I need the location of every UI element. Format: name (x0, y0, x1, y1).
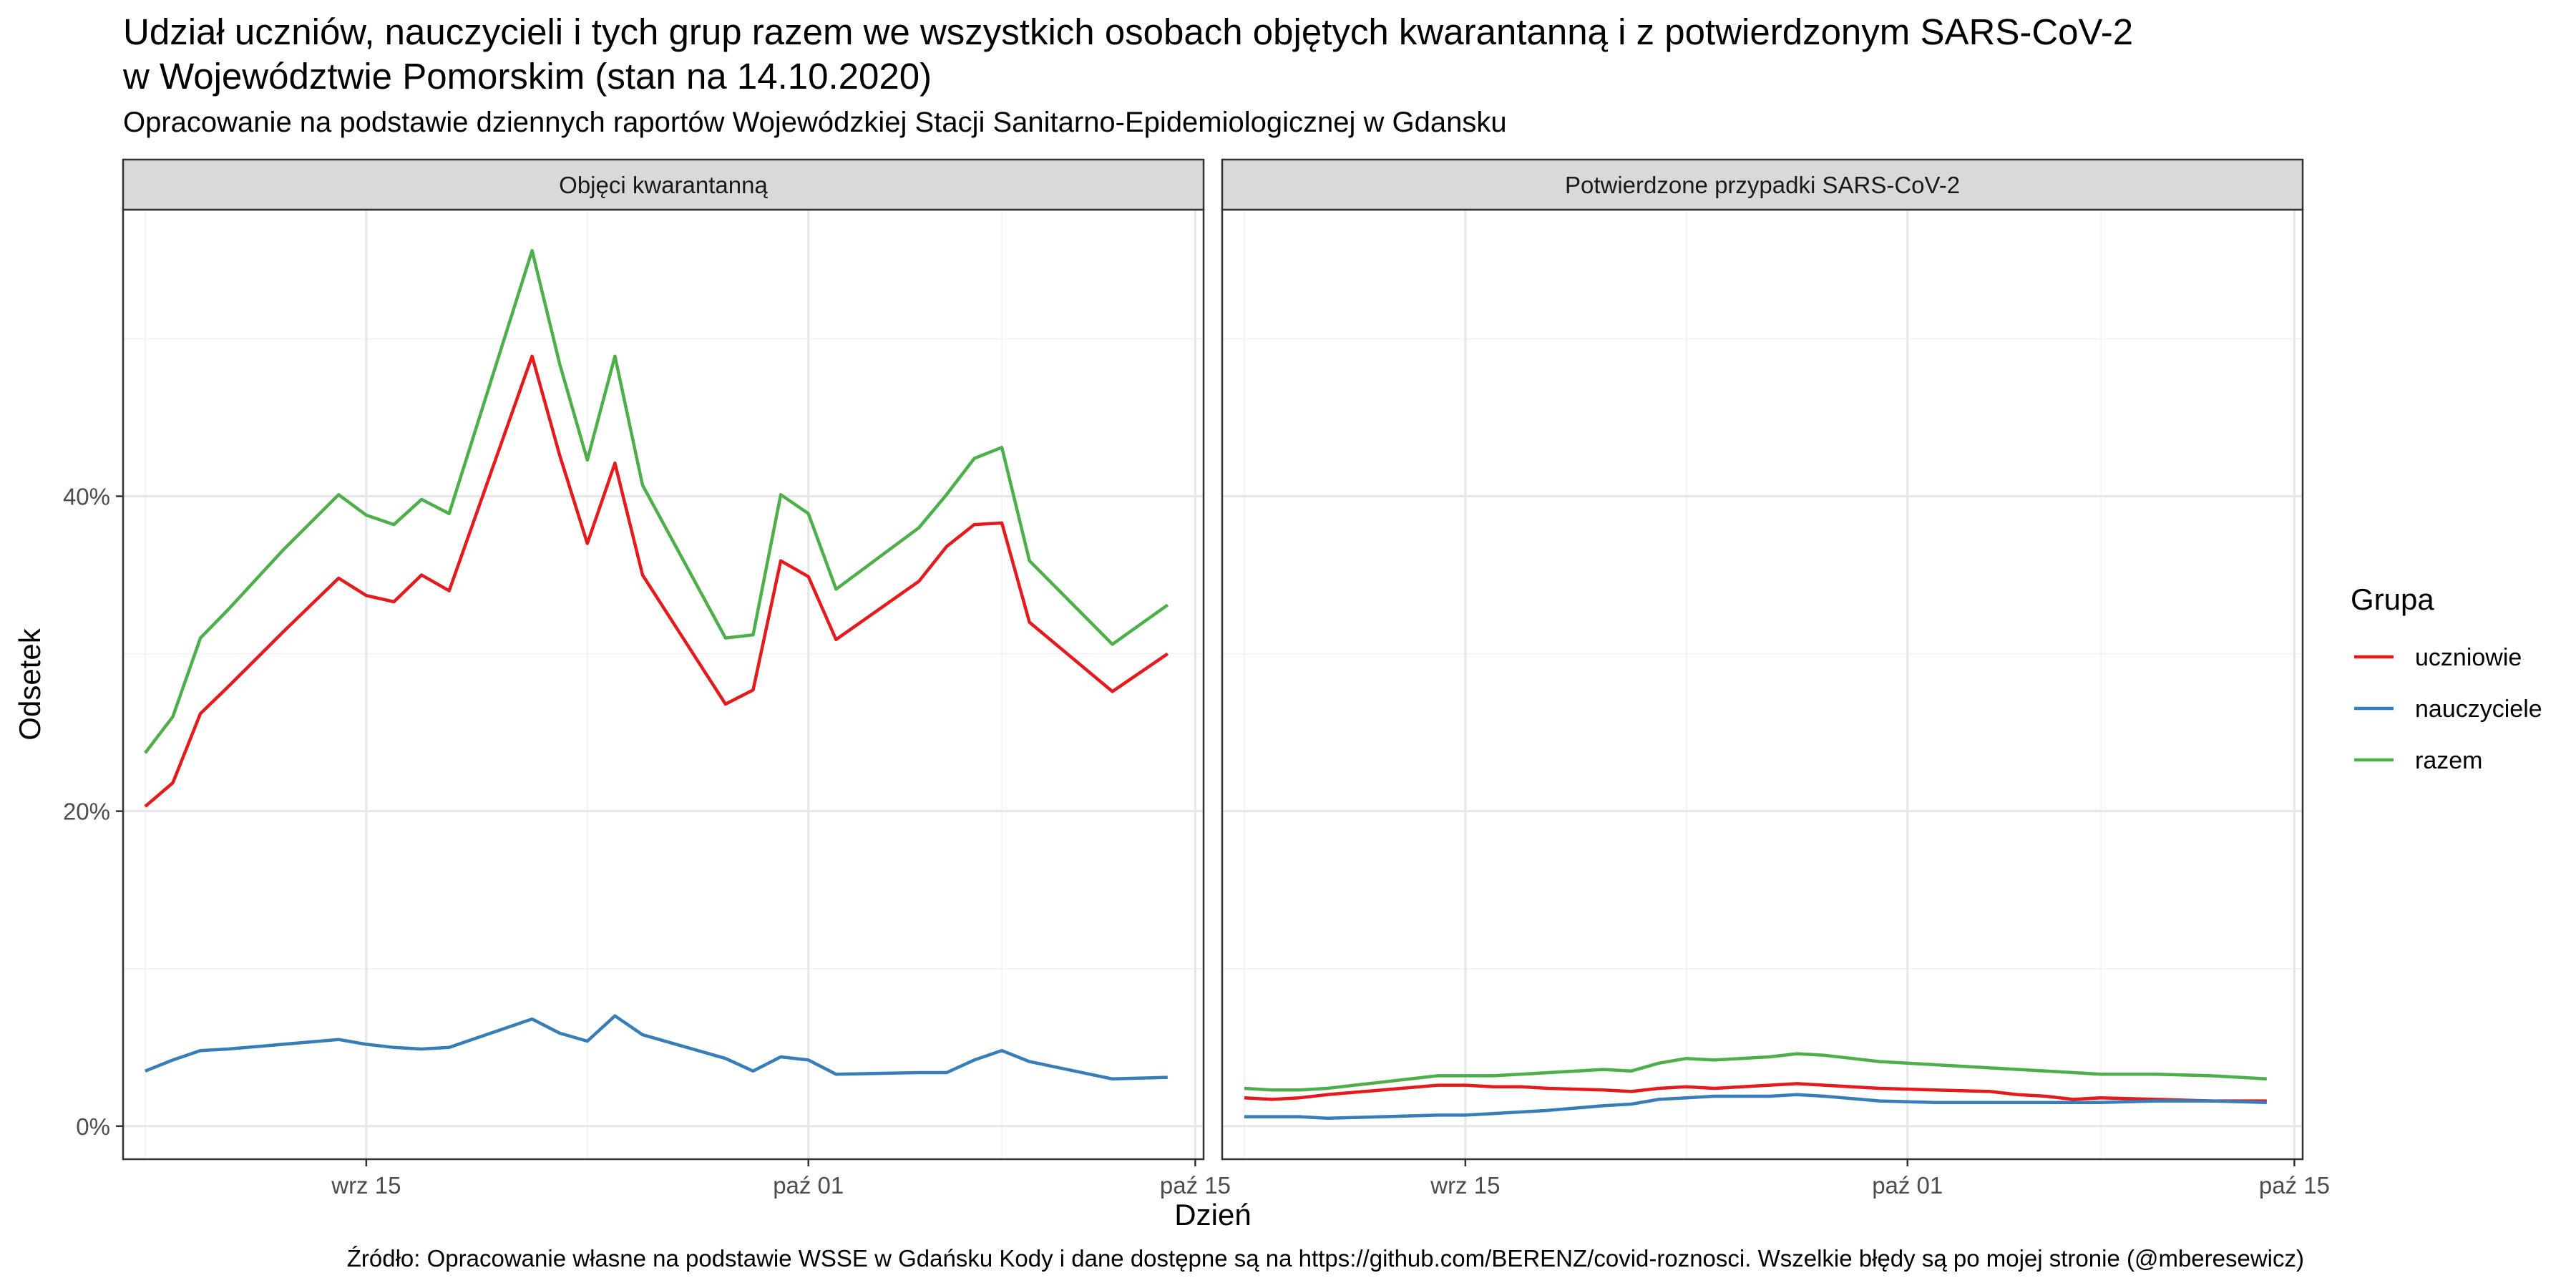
series-line-uczniowie (1244, 1082, 2267, 1103)
y-tick-label: 20% (63, 799, 110, 825)
legend-item-nauczyciele: nauczyciele (2354, 696, 2542, 723)
x-tick-label: paź 01 (1872, 1172, 1943, 1199)
legend-label: razem (2415, 747, 2482, 774)
chart-title-line-1: Udział uczniów, nauczycieli i tych grup … (123, 11, 2134, 52)
x-tick-label: paź 01 (773, 1172, 844, 1199)
y-axis-title: Odsetek (13, 628, 47, 740)
legend-title: Grupa (2351, 582, 2434, 616)
series-line-nauczyciele (145, 1014, 1168, 1081)
strip-label: Potwierdzone przypadki SARS-CoV-2 (1565, 172, 1960, 198)
panel-1: Objęci kwarantanną (122, 158, 1205, 1161)
strip-label: Objęci kwarantanną (559, 172, 768, 198)
strip-background (1221, 158, 2304, 211)
legend-item-razem: razem (2354, 747, 2482, 774)
x-tick-label: paź 15 (2259, 1172, 2330, 1199)
panel-background (123, 210, 1204, 1159)
series-line-nauczyciele (1244, 1093, 2267, 1121)
legend-label: nauczyciele (2415, 696, 2542, 723)
x-tick-label: wrz 15 (331, 1172, 401, 1199)
series-line-razem (1244, 1052, 2267, 1092)
chart-title-line-2: w Województwie Pomorskim (stan na 14.10.… (123, 56, 932, 97)
legend-label: uczniowie (2415, 644, 2522, 671)
strip-background (122, 158, 1205, 211)
y-tick-label: 40% (63, 484, 110, 510)
legend-item-uczniowie: uczniowie (2354, 644, 2522, 671)
chart-panels: Objęci kwarantanną Potwierdzone przypadki… (122, 158, 2304, 1161)
series-line-razem (144, 248, 1169, 754)
chart-axes: wrz 15 paź 01 paź 15 wrz 15 paź 01 paź 15 0% 20… (13, 484, 2330, 1231)
y-tick-label: 0% (76, 1113, 110, 1140)
panel-2: Potwierdzone przypadki SARS-CoV-2 (1221, 158, 2304, 1161)
chart-subtitle: Opracowanie na podstawie dziennych rapor… (123, 107, 1507, 138)
chart-title: Udział uczniów, nauczycieli i tych grup … (123, 10, 2133, 99)
panel-background (1222, 210, 2303, 1159)
x-tick-label: paź 15 (1160, 1172, 1231, 1199)
chart-caption: Źródło: Opracowanie własne na podstawie … (346, 1245, 2304, 1272)
x-tick-label: wrz 15 (1430, 1172, 1500, 1199)
x-axis-title: Dzień (1174, 1198, 1251, 1231)
chart-legend: Grupa uczniowie nauczyciele razem (2351, 582, 2542, 774)
series-line-uczniowie (144, 354, 1169, 808)
